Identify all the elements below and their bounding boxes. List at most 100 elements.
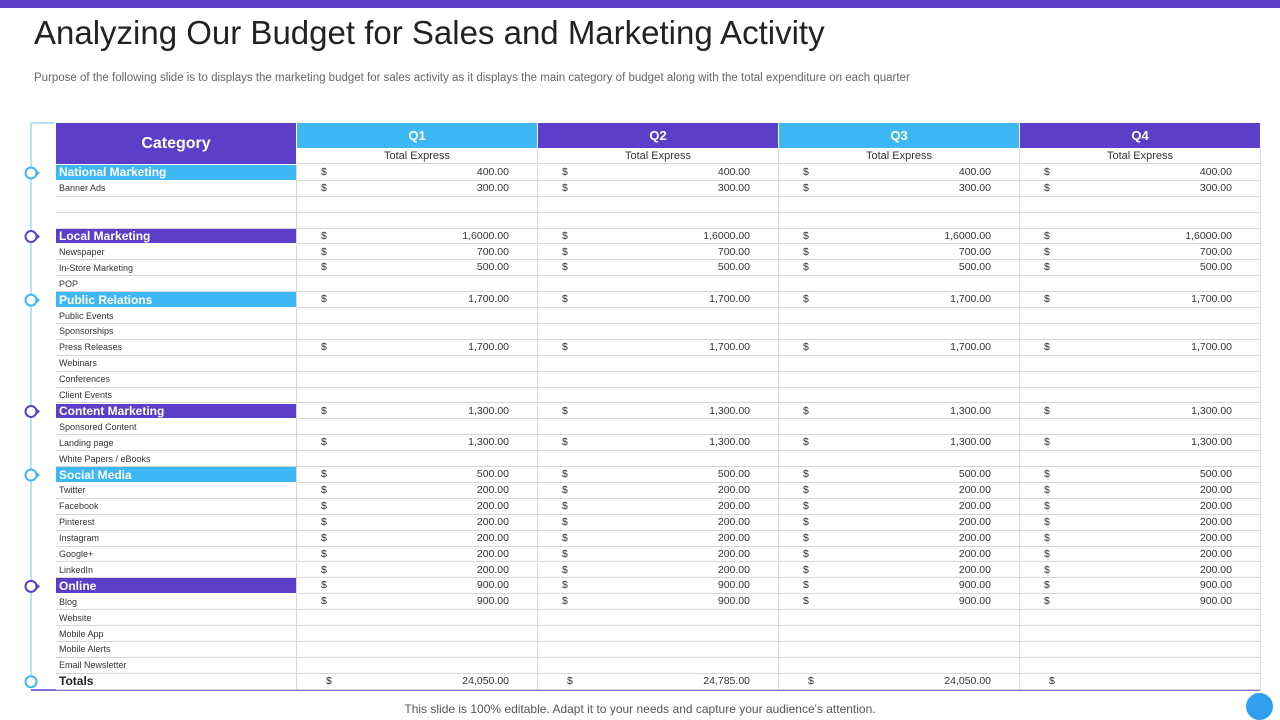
item-label: Email Newsletter [56, 657, 297, 674]
value-cell: $500.00 [297, 467, 538, 483]
value-cell [297, 371, 538, 388]
value-cell [1020, 626, 1261, 642]
currency: $ [562, 499, 568, 512]
value-cell: $200.00 [779, 498, 1020, 515]
currency: $ [1044, 547, 1050, 560]
value-cell [1020, 610, 1261, 627]
value-cell: $400.00 [779, 165, 1020, 181]
value-cell [538, 276, 779, 293]
value-cell: $1,6000.00 [538, 228, 779, 245]
value-cell: $200.00 [538, 498, 779, 515]
value-cell: $1,300.00 [297, 435, 538, 452]
amount: 700.00 [1199, 245, 1232, 258]
item-label [56, 212, 297, 229]
currency: $ [562, 293, 568, 306]
amount: 200.00 [717, 547, 750, 560]
value-cell: $900.00 [779, 578, 1020, 595]
amount: 200.00 [476, 531, 509, 544]
value-cell: $900.00 [779, 594, 1020, 611]
currency: $ [1044, 181, 1050, 194]
amount: 1,300.00 [1191, 404, 1232, 417]
value-cell [779, 276, 1020, 293]
currency: $ [1044, 340, 1050, 353]
amount: 1,300.00 [468, 436, 509, 449]
amount: 900.00 [958, 579, 991, 592]
timeline-arrow [36, 408, 40, 415]
currency: $ [321, 436, 327, 449]
amount: 400.00 [476, 166, 509, 178]
value-cell: $200.00 [297, 498, 538, 515]
amount: 500.00 [476, 261, 509, 274]
value-cell [779, 642, 1020, 658]
amount: 300.00 [1199, 181, 1232, 194]
value-cell: $1,300.00 [297, 403, 538, 420]
value-cell [297, 419, 538, 436]
value-cell: $200.00 [779, 546, 1020, 563]
value-cell: $200.00 [1020, 530, 1261, 547]
value-cell [538, 324, 779, 340]
quarter-header: Q4 [1020, 123, 1261, 148]
value-cell [538, 308, 779, 324]
item-label: Twitter [56, 483, 297, 499]
section-label: Local Marketing [56, 228, 297, 245]
item-label: POP [56, 276, 297, 293]
timeline-node [24, 675, 38, 689]
amount: 200.00 [1199, 484, 1232, 496]
value-cell: $500.00 [297, 260, 538, 277]
value-cell: $200.00 [538, 483, 779, 499]
amount: 200.00 [958, 531, 991, 544]
currency: $ [326, 674, 332, 687]
amount: 200.00 [717, 563, 750, 576]
value-cell: $200.00 [1020, 546, 1261, 563]
currency: $ [321, 293, 327, 306]
item-label: Website [56, 610, 297, 627]
amount: 400.00 [717, 166, 750, 178]
value-cell: $200.00 [538, 546, 779, 563]
value-cell [1020, 276, 1261, 293]
item-label: Press Releases [56, 339, 297, 356]
currency: $ [803, 436, 809, 449]
currency: $ [1044, 436, 1050, 449]
value-cell [779, 324, 1020, 340]
value-cell [1020, 387, 1261, 404]
value-cell: $1,6000.00 [779, 228, 1020, 245]
timeline-node [24, 404, 38, 418]
amount: 200.00 [1199, 563, 1232, 576]
value-cell [297, 451, 538, 468]
value-cell [779, 626, 1020, 642]
amount: 200.00 [476, 547, 509, 560]
item-label: Landing page [56, 435, 297, 452]
currency: $ [1044, 166, 1050, 178]
currency: $ [562, 579, 568, 592]
value-cell: $200.00 [297, 546, 538, 563]
currency: $ [803, 293, 809, 306]
amount: 200.00 [1199, 499, 1232, 512]
item-label: Conferences [56, 371, 297, 388]
currency: $ [1044, 515, 1050, 528]
value-cell: $200.00 [297, 483, 538, 499]
item-label: Sponsored Content [56, 419, 297, 436]
value-cell: $1,300.00 [538, 435, 779, 452]
value-cell [538, 355, 779, 372]
currency: $ [803, 166, 809, 178]
value-cell [538, 642, 779, 658]
amount: 1,700.00 [950, 293, 991, 306]
amount: 900.00 [476, 595, 509, 608]
amount: 300.00 [476, 181, 509, 194]
item-label: Client Events [56, 387, 297, 404]
currency: $ [321, 531, 327, 544]
value-cell: $400.00 [1020, 165, 1261, 181]
currency: $ [562, 245, 568, 258]
amount: 1,300.00 [709, 436, 750, 449]
value-cell [297, 642, 538, 658]
category-header: Category [56, 123, 297, 164]
amount: 200.00 [476, 515, 509, 528]
amount: 24,050.00 [944, 674, 991, 687]
value-cell: $500.00 [1020, 260, 1261, 277]
currency: $ [803, 229, 809, 242]
item-label: Banner Ads [56, 180, 297, 197]
amount: 200.00 [717, 499, 750, 512]
currency: $ [1044, 595, 1050, 608]
item-label: Mobile Alerts [56, 642, 297, 658]
